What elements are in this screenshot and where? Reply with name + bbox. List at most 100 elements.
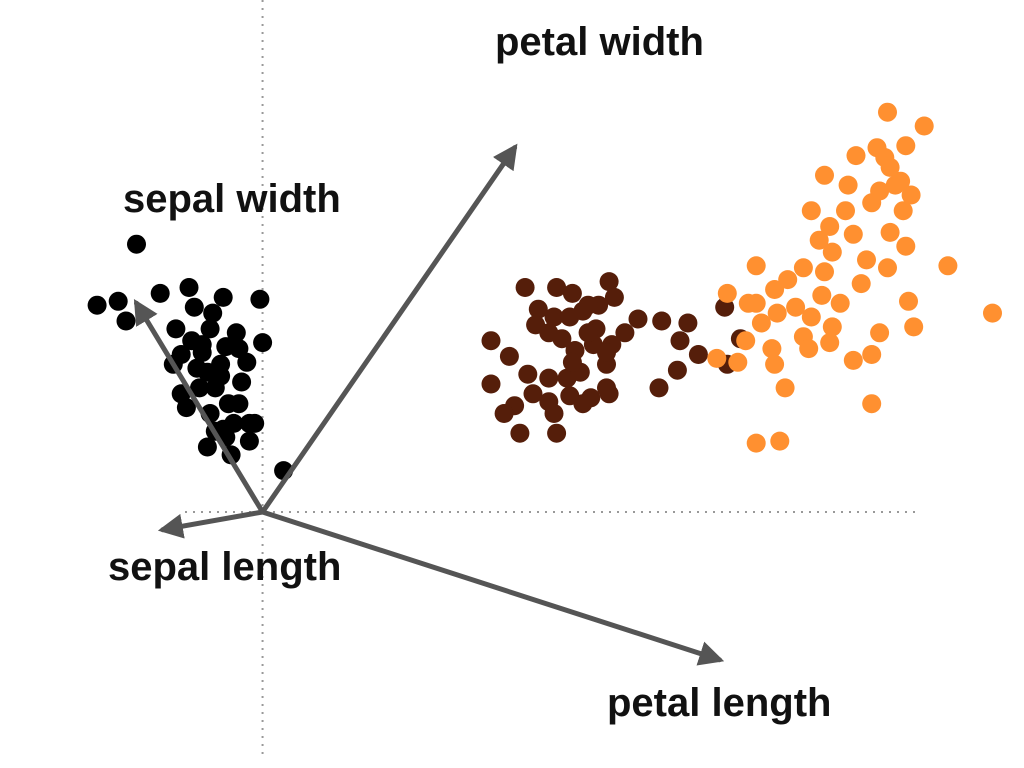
scatter-point-0-6 bbox=[250, 289, 270, 309]
scatter-point-0-27 bbox=[239, 431, 259, 451]
scatter-point-2-58 bbox=[885, 175, 905, 195]
scatter-point-2-33 bbox=[751, 313, 771, 333]
scatter-point-2-38 bbox=[728, 352, 748, 372]
label-petal-width: petal width bbox=[495, 20, 704, 64]
scatter-point-2-5 bbox=[838, 175, 858, 195]
scatter-point-1-13 bbox=[552, 329, 572, 349]
scatter-point-2-9 bbox=[815, 165, 834, 185]
scatter-point-2-2 bbox=[914, 116, 934, 136]
scatter-point-0-33 bbox=[226, 323, 246, 343]
scatter-point-1-35 bbox=[667, 360, 687, 380]
scatter-point-0-9 bbox=[203, 303, 223, 323]
scatter-point-1-39 bbox=[560, 386, 580, 406]
scatter-point-2-27 bbox=[786, 297, 806, 317]
scatter-point-1-37 bbox=[599, 384, 619, 404]
scatter-point-1-50 bbox=[578, 323, 598, 343]
scatter-point-1-51 bbox=[597, 343, 616, 362]
scatter-point-1-21 bbox=[499, 346, 519, 366]
scatter-point-1-48 bbox=[539, 368, 559, 388]
scatter-point-2-18 bbox=[822, 242, 842, 262]
scatter-point-2-17 bbox=[793, 258, 813, 278]
scatter-point-0-32 bbox=[192, 335, 212, 355]
scatter-point-2-23 bbox=[815, 262, 834, 282]
scatter-point-2-49 bbox=[820, 333, 840, 353]
scatter-point-0-10 bbox=[253, 333, 273, 353]
scatter-point-0-2 bbox=[87, 295, 107, 315]
loading-arrow-sepal-length bbox=[157, 509, 266, 539]
loading-vectors bbox=[133, 143, 725, 666]
scatter-point-2-11 bbox=[836, 201, 855, 221]
scatter-point-1-1 bbox=[547, 278, 567, 297]
scatter-point-2-21 bbox=[896, 236, 916, 256]
scatter-point-2-24 bbox=[778, 270, 798, 290]
scatter-point-2-42 bbox=[870, 323, 890, 343]
scatter-point-0-8 bbox=[184, 297, 204, 317]
loading-arrow-petal-length bbox=[260, 509, 725, 666]
scatter-point-0-7 bbox=[213, 287, 233, 307]
scatter-point-1-47 bbox=[510, 423, 530, 443]
scatter-point-1-26 bbox=[615, 323, 635, 343]
scatter-point-0-40 bbox=[190, 378, 209, 398]
scatter-point-1-46 bbox=[494, 404, 514, 423]
scatter-point-1-10 bbox=[528, 299, 548, 319]
scatter-point-2-45 bbox=[899, 291, 918, 311]
scatter-point-0-5 bbox=[179, 278, 199, 297]
scatter-point-2-22 bbox=[880, 222, 900, 242]
scatter-point-0-4 bbox=[150, 283, 170, 303]
scatter-point-2-52 bbox=[746, 433, 766, 453]
scatter-point-2-0 bbox=[878, 102, 897, 122]
scatter-point-2-35 bbox=[767, 303, 787, 323]
scatter-point-1-20 bbox=[481, 331, 501, 351]
scatter-point-2-4 bbox=[846, 146, 866, 166]
label-sepal-length: sepal length bbox=[108, 545, 341, 589]
scatter-point-2-41 bbox=[822, 317, 842, 337]
scatter-point-1-7 bbox=[562, 283, 582, 303]
scatter-point-1-29 bbox=[670, 331, 690, 351]
scatter-point-1-41 bbox=[523, 384, 543, 404]
scatter-point-2-44 bbox=[904, 317, 924, 337]
scatter-point-0-25 bbox=[197, 437, 217, 457]
scatter-point-2-12 bbox=[862, 193, 882, 213]
scatter-point-2-56 bbox=[938, 256, 958, 276]
scatter-point-2-13 bbox=[893, 201, 913, 221]
scatter-point-2-48 bbox=[707, 348, 727, 368]
label-sepal-width: sepal width bbox=[123, 177, 341, 221]
scatter-point-2-43 bbox=[843, 350, 863, 370]
scatter-point-1-27 bbox=[628, 309, 648, 329]
scatter-point-0-1 bbox=[108, 291, 128, 311]
scatter-point-2-54 bbox=[862, 394, 882, 414]
scatter-point-2-40 bbox=[799, 339, 819, 359]
scatter-point-1-2 bbox=[599, 272, 619, 292]
label-petal-length: petal length bbox=[607, 681, 831, 725]
scatter-point-0-17 bbox=[232, 372, 252, 392]
scatter-point-0-42 bbox=[213, 419, 233, 439]
scatter-point-1-6 bbox=[560, 307, 580, 327]
scatter-point-0-0 bbox=[127, 234, 146, 254]
scatter-point-0-43 bbox=[197, 362, 217, 382]
scatter-point-2-26 bbox=[765, 280, 785, 299]
scatter-point-1-36 bbox=[649, 378, 669, 398]
scatter-point-0-39 bbox=[216, 337, 236, 357]
scatter-point-2-10 bbox=[801, 201, 821, 221]
zero-lines bbox=[185, 0, 920, 755]
scatter-point-2-1 bbox=[896, 136, 916, 156]
scatter-point-2-59 bbox=[875, 148, 895, 167]
scatter-point-2-46 bbox=[862, 345, 882, 364]
scatter-point-0-34 bbox=[237, 352, 257, 372]
scatter-point-2-29 bbox=[812, 285, 832, 305]
scatter-point-0-3 bbox=[116, 311, 136, 331]
scatter-point-0-13 bbox=[166, 319, 186, 339]
scatter-point-1-0 bbox=[515, 278, 535, 297]
scatter-point-1-3 bbox=[604, 287, 624, 307]
scatter-point-1-9 bbox=[544, 307, 564, 327]
scatter-point-2-31 bbox=[851, 274, 871, 294]
scatter-point-2-37 bbox=[762, 339, 782, 359]
scatter-point-1-19 bbox=[518, 364, 538, 384]
scatter-point-2-51 bbox=[717, 283, 737, 303]
scatter-point-2-30 bbox=[830, 293, 850, 313]
scatter-point-2-25 bbox=[746, 256, 766, 276]
scatter-point-1-45 bbox=[481, 374, 501, 394]
loading-arrow-sepal-width bbox=[133, 299, 266, 515]
scatter-point-1-49 bbox=[562, 352, 582, 372]
scatter-point-2-57 bbox=[901, 185, 921, 205]
